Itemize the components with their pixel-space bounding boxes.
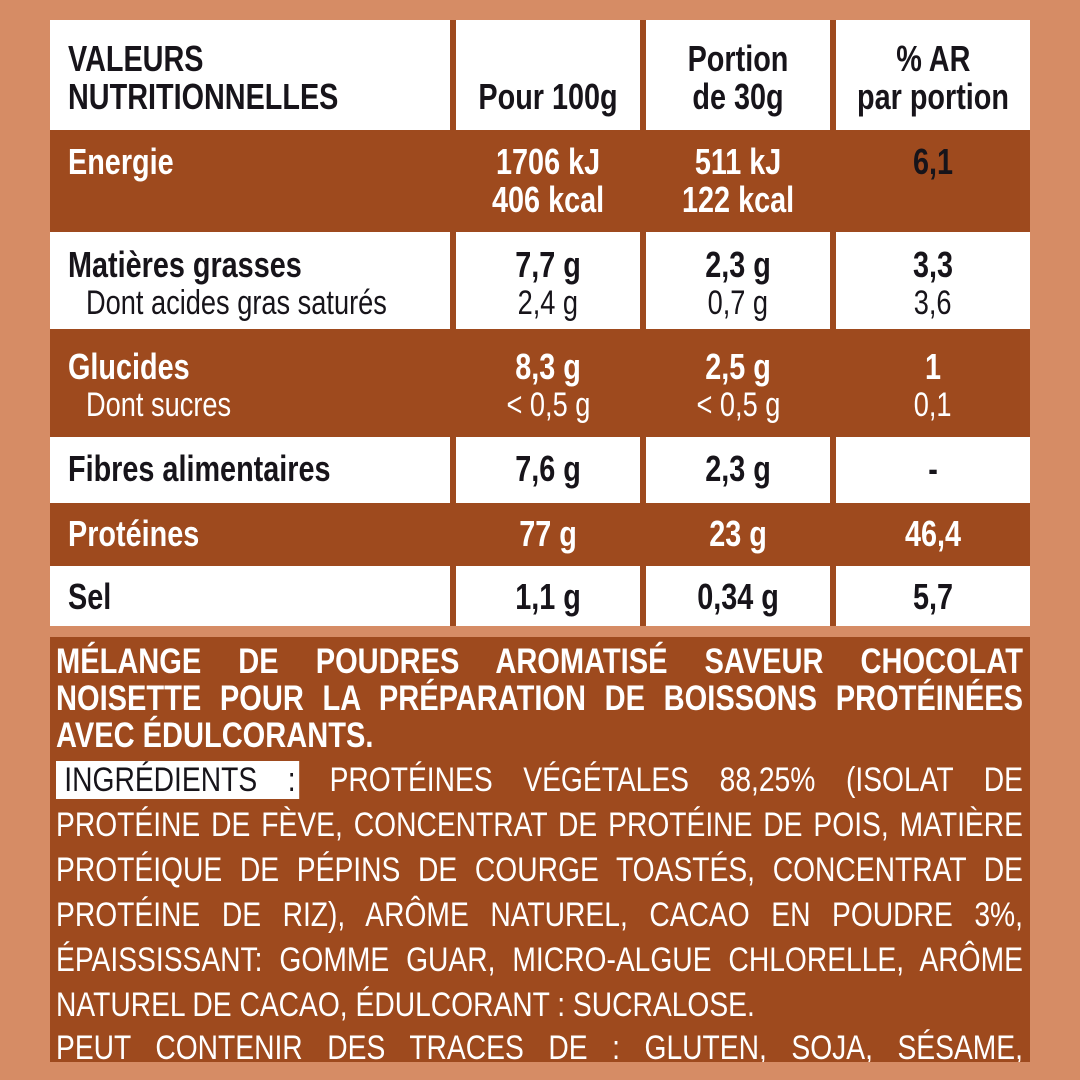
value-portion: 2,5 g <box>705 346 771 387</box>
sub-row-label: Dont acides gras saturés <box>86 284 387 322</box>
table-header: VALEURS NUTRITIONNELLES Pour 100g Portio… <box>50 20 1030 130</box>
row-label: Protéines <box>68 513 200 554</box>
value-per100: 8,3 g <box>515 346 581 387</box>
row-fibres: Fibres alimentaires 7,6 g 2,3 g - <box>50 437 1030 503</box>
sub-value-ar: 0,1 <box>914 386 952 424</box>
sub-value-per100: 2,4 g <box>517 284 579 322</box>
row-label: Matières grasses <box>68 244 302 285</box>
value-per100: 7,6 g <box>515 448 581 489</box>
header-ar-line1: % AR <box>895 38 971 79</box>
value-per100: 1,1 g <box>515 576 581 617</box>
row-matieres-grasses: Matières grasses Dont acides gras saturé… <box>50 232 1030 329</box>
row-label: Sel <box>68 576 112 617</box>
nutrition-table: VALEURS NUTRITIONNELLES Pour 100g Portio… <box>50 20 1030 626</box>
header-ar-line2: par portion <box>856 76 1009 117</box>
value-portion: 2,3 g <box>705 448 771 489</box>
sub-value-ar: 3,6 <box>914 284 952 322</box>
sub-value-per100: < 0,5 g <box>506 386 590 424</box>
row-energie: Energie 1706 kJ 406 kcal 511 kJ 122 kcal… <box>50 133 1030 229</box>
row-sel: Sel 1,1 g 0,34 g 5,7 <box>50 566 1030 626</box>
value-portion: 2,3 g <box>705 244 771 285</box>
value-per100-kcal: 406 kcal <box>491 179 605 220</box>
header-title-line2: NUTRITIONNELLES <box>68 76 339 117</box>
header-portion-line2: de 30g <box>692 76 784 117</box>
sub-row-label: Dont sucres <box>86 386 232 424</box>
value-per100: 77 g <box>519 513 577 554</box>
header-portion-line1: Portion <box>687 38 789 79</box>
value-ar: 46,4 <box>904 513 962 554</box>
value-ar: 5,7 <box>912 576 954 617</box>
value-per100-kj: 1706 kJ <box>495 141 601 182</box>
row-label: Glucides <box>68 346 190 387</box>
ingredients-text-block: INGRÉDIENTS : PROTÉINES VÉGÉTALES 88,25%… <box>56 758 1023 1028</box>
value-per100: 7,7 g <box>515 244 581 285</box>
allergen-traces: PEUT CONTENIR DES TRACES DE : GLUTEN, SO… <box>56 1029 1023 1062</box>
value-portion: 23 g <box>709 513 767 554</box>
value-ar: 6,1 <box>912 141 954 182</box>
ingredients-box: MÉLANGE DE POUDRES AROMATISÉ SAVEUR CHOC… <box>50 637 1030 1062</box>
value-ar: - <box>928 448 938 489</box>
value-ar: 1 <box>924 346 942 387</box>
value-portion-kcal: 122 kcal <box>681 179 795 220</box>
ingredients-label: INGRÉDIENTS : <box>56 761 299 799</box>
sub-value-portion: < 0,5 g <box>696 386 780 424</box>
sub-value-portion: 0,7 g <box>707 284 769 322</box>
header-per100: Pour 100g <box>478 76 618 117</box>
row-label: Fibres alimentaires <box>68 448 331 489</box>
row-glucides: Glucides Dont sucres 8,3 g < 0,5 g 2,5 g… <box>50 332 1030 434</box>
ingredients-list: PROTÉINES VÉGÉTALES 88,25% (ISOLAT DE PR… <box>56 761 1023 1024</box>
value-ar: 3,3 <box>912 244 954 285</box>
row-proteines: Protéines 77 g 23 g 46,4 <box>50 506 1030 563</box>
value-portion-kj: 511 kJ <box>694 141 782 182</box>
product-description: MÉLANGE DE POUDRES AROMATISÉ SAVEUR CHOC… <box>56 642 1023 755</box>
row-label: Energie <box>68 141 174 182</box>
header-title-line1: VALEURS <box>68 38 204 79</box>
value-portion: 0,34 g <box>697 576 779 617</box>
